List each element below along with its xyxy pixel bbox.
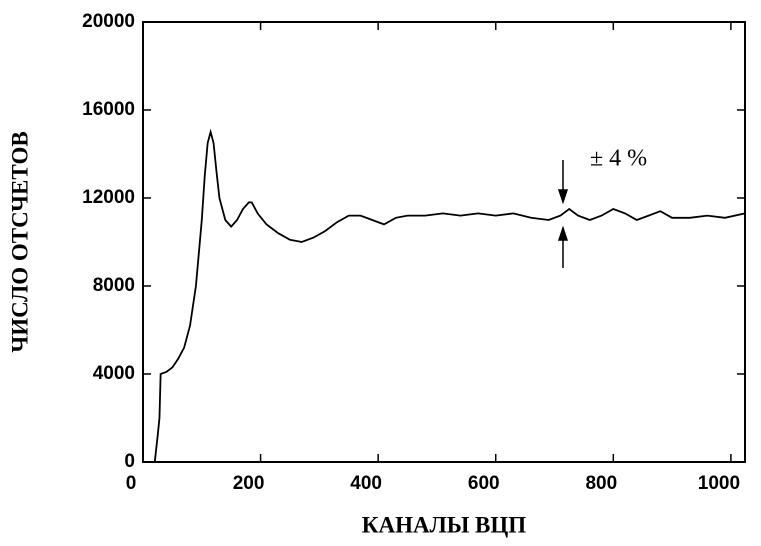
plot-frame bbox=[142, 21, 746, 463]
x-tick-label: 400 bbox=[350, 473, 382, 494]
y-tick-label: 16000 bbox=[82, 99, 135, 120]
y-tick-label: 20000 bbox=[82, 11, 135, 32]
annotation-arrows bbox=[557, 160, 569, 268]
x-tick-label: 200 bbox=[233, 473, 265, 494]
x-axis-title: КАНАЛЫ ВЦП bbox=[362, 512, 526, 537]
y-tick-label: 4000 bbox=[93, 363, 135, 384]
y-axis-title: ЧИСЛО ОТСЧЕТОВ bbox=[7, 131, 32, 352]
x-tick-label: 1000 bbox=[698, 473, 740, 494]
y-tick-label: 8000 bbox=[93, 275, 135, 296]
x-tick-label: 800 bbox=[585, 473, 617, 494]
data-line bbox=[148, 128, 746, 463]
annotation: ± 4 % bbox=[590, 146, 647, 172]
x-tick-label: 0 bbox=[126, 473, 137, 494]
y-tick-label: 0 bbox=[124, 451, 135, 472]
x-tick-label: 600 bbox=[468, 473, 500, 494]
y-tick-label: 12000 bbox=[82, 187, 135, 208]
